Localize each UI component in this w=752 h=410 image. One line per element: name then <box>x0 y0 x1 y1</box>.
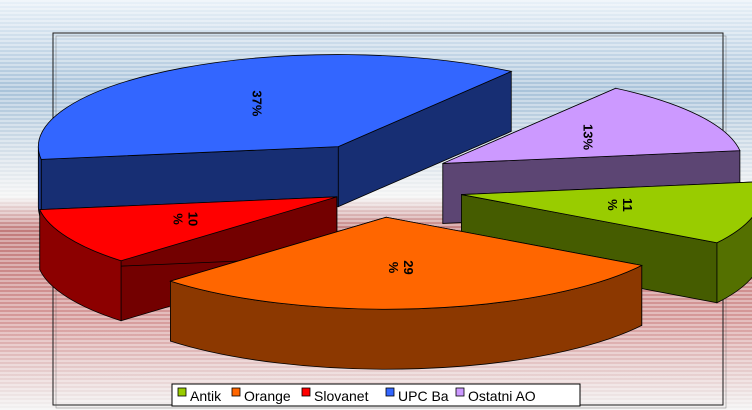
legend-label: Ostatni AO <box>468 388 536 404</box>
legend-label: Slovanet <box>314 388 369 404</box>
legend-swatch <box>301 387 311 397</box>
slice-top-face <box>442 87 741 164</box>
legend-swatch <box>231 387 241 397</box>
legend-item-slovanet: Slovanet <box>301 387 369 404</box>
legend-label: Orange <box>244 388 291 404</box>
data-label-orange: 29% <box>386 260 416 274</box>
pie-slices <box>37 54 752 370</box>
data-label-slovanet: 10% <box>171 212 201 226</box>
data-label-ostatni-ao: 13% <box>581 124 596 150</box>
pie-data-labels: 11% 29% 10% 37% 13% <box>171 90 635 274</box>
slice-top-face <box>461 181 752 244</box>
legend-swatch <box>455 387 465 397</box>
pie-slice-antik <box>461 181 752 304</box>
legend-swatch <box>385 387 395 397</box>
legend-swatch <box>177 387 187 397</box>
legend-label: Antik <box>190 388 222 404</box>
slice-outer-wall <box>716 216 752 304</box>
legend-item-orange: Orange <box>231 387 291 404</box>
slice-top-face <box>39 196 337 262</box>
legend-item-upc-ba: UPC Ba <box>385 387 449 404</box>
legend-box <box>171 383 581 407</box>
legend-item-ostatni-ao: Ostatni AO <box>455 387 536 404</box>
slice-top-face <box>169 216 643 310</box>
legend-label: UPC Ba <box>398 388 449 404</box>
slice-top-face <box>37 54 513 160</box>
pie-slice-orange <box>169 216 643 370</box>
chart-legend: Antik Orange Slovanet UPC Ba Ostatni AO <box>171 383 581 407</box>
data-label-antik: 11% <box>605 198 635 212</box>
legend-item-antik: Antik <box>177 387 222 404</box>
data-label-upc-ba: 37% <box>249 90 264 116</box>
